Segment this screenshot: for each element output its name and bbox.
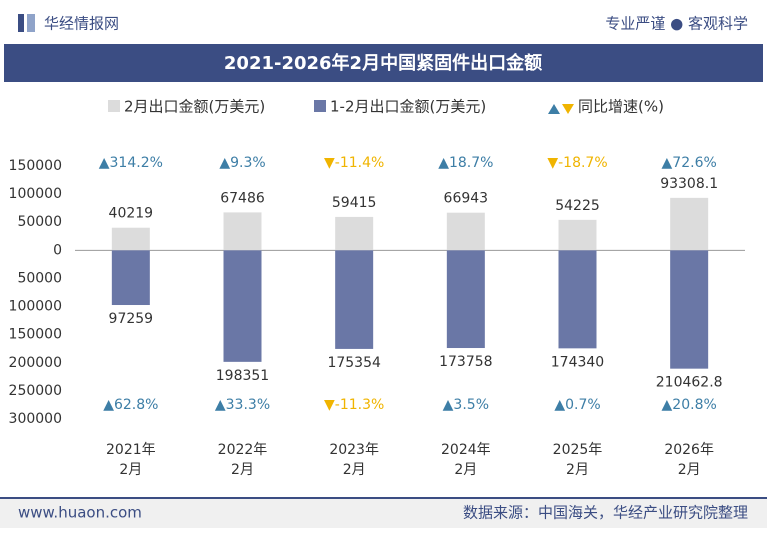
bar bbox=[111, 227, 150, 251]
bar bbox=[335, 216, 374, 251]
data-label: 59415 bbox=[332, 195, 377, 211]
y-tick-label: 250000 bbox=[9, 383, 62, 399]
chart-title: 2021-2026年2月中国紧固件出口金额 bbox=[224, 52, 542, 74]
x-tick-label: 2023年2月 bbox=[329, 442, 379, 478]
growth-label: ▲0.7% bbox=[554, 397, 600, 413]
bar bbox=[670, 250, 709, 369]
data-label: 67486 bbox=[220, 190, 265, 206]
x-tick-label: 2025年2月 bbox=[552, 442, 603, 478]
x-tick-label: 2022年2月 bbox=[217, 442, 268, 478]
logo bbox=[27, 14, 35, 32]
data-label: 54225 bbox=[555, 198, 600, 214]
growth-label: ▼-11.3% bbox=[324, 397, 384, 413]
bar bbox=[670, 197, 709, 251]
data-label: 40219 bbox=[109, 206, 154, 222]
growth-label: ▲62.8% bbox=[103, 397, 158, 413]
bar bbox=[335, 250, 374, 349]
data-label: 93308.1 bbox=[660, 176, 718, 192]
y-tick-label: 200000 bbox=[9, 355, 62, 371]
growth-label: ▼-18.7% bbox=[547, 155, 607, 171]
data-label: 174340 bbox=[551, 354, 604, 370]
slogan: 专业严谨 ● 客观科学 bbox=[605, 15, 748, 33]
legend-swatch bbox=[314, 100, 326, 112]
bar bbox=[446, 250, 485, 349]
growth-label: ▲9.3% bbox=[219, 155, 265, 171]
footer-source: 数据来源：中国海关，华经产业研究院整理 bbox=[463, 504, 748, 522]
legend-label: 同比增速(%) bbox=[578, 98, 664, 116]
bar bbox=[558, 250, 597, 349]
growth-label: ▲20.8% bbox=[662, 397, 717, 413]
growth-label: ▲18.7% bbox=[438, 155, 493, 171]
growth-label: ▲314.2% bbox=[99, 155, 163, 171]
footer-bar bbox=[0, 498, 767, 528]
logo bbox=[18, 14, 24, 32]
data-label: 66943 bbox=[444, 191, 489, 207]
y-tick-label: 50000 bbox=[17, 214, 62, 230]
y-tick-label: 300000 bbox=[9, 411, 62, 427]
y-tick-label: 50000 bbox=[17, 270, 62, 286]
legend-label: 2月出口金额(万美元) bbox=[124, 98, 265, 116]
y-tick-label: 100000 bbox=[9, 186, 62, 202]
y-tick-label: 150000 bbox=[9, 327, 62, 343]
data-label: 175354 bbox=[327, 355, 381, 371]
footer-site: www.huaon.com bbox=[18, 504, 142, 522]
title-bar bbox=[4, 44, 763, 82]
y-tick-label: 100000 bbox=[9, 299, 62, 315]
data-label: 173758 bbox=[439, 354, 492, 370]
growth-label: ▲33.3% bbox=[215, 397, 270, 413]
legend-down-icon bbox=[562, 104, 574, 114]
bar bbox=[111, 250, 150, 306]
bar bbox=[223, 212, 262, 251]
growth-label: ▲72.6% bbox=[662, 155, 717, 171]
brand: 华经情报网 bbox=[44, 15, 119, 33]
y-tick-label: 150000 bbox=[9, 158, 62, 174]
bar bbox=[558, 219, 597, 251]
legend-label: 1-2月出口金额(万美元) bbox=[330, 98, 486, 116]
data-label: 198351 bbox=[216, 368, 269, 384]
bar bbox=[446, 212, 485, 251]
data-label: 97259 bbox=[109, 311, 154, 327]
x-tick-label: 2024年2月 bbox=[441, 442, 491, 478]
bar bbox=[223, 250, 262, 362]
legend-up-icon bbox=[548, 104, 560, 114]
legend-swatch bbox=[108, 100, 120, 112]
data-label: 210462.8 bbox=[656, 375, 723, 391]
x-tick-label: 2021年2月 bbox=[106, 442, 156, 478]
growth-label: ▼-11.4% bbox=[324, 155, 384, 171]
y-tick-label: 0 bbox=[53, 242, 62, 258]
growth-label: ▲3.5% bbox=[443, 397, 489, 413]
x-tick-label: 2026年2月 bbox=[664, 442, 714, 478]
